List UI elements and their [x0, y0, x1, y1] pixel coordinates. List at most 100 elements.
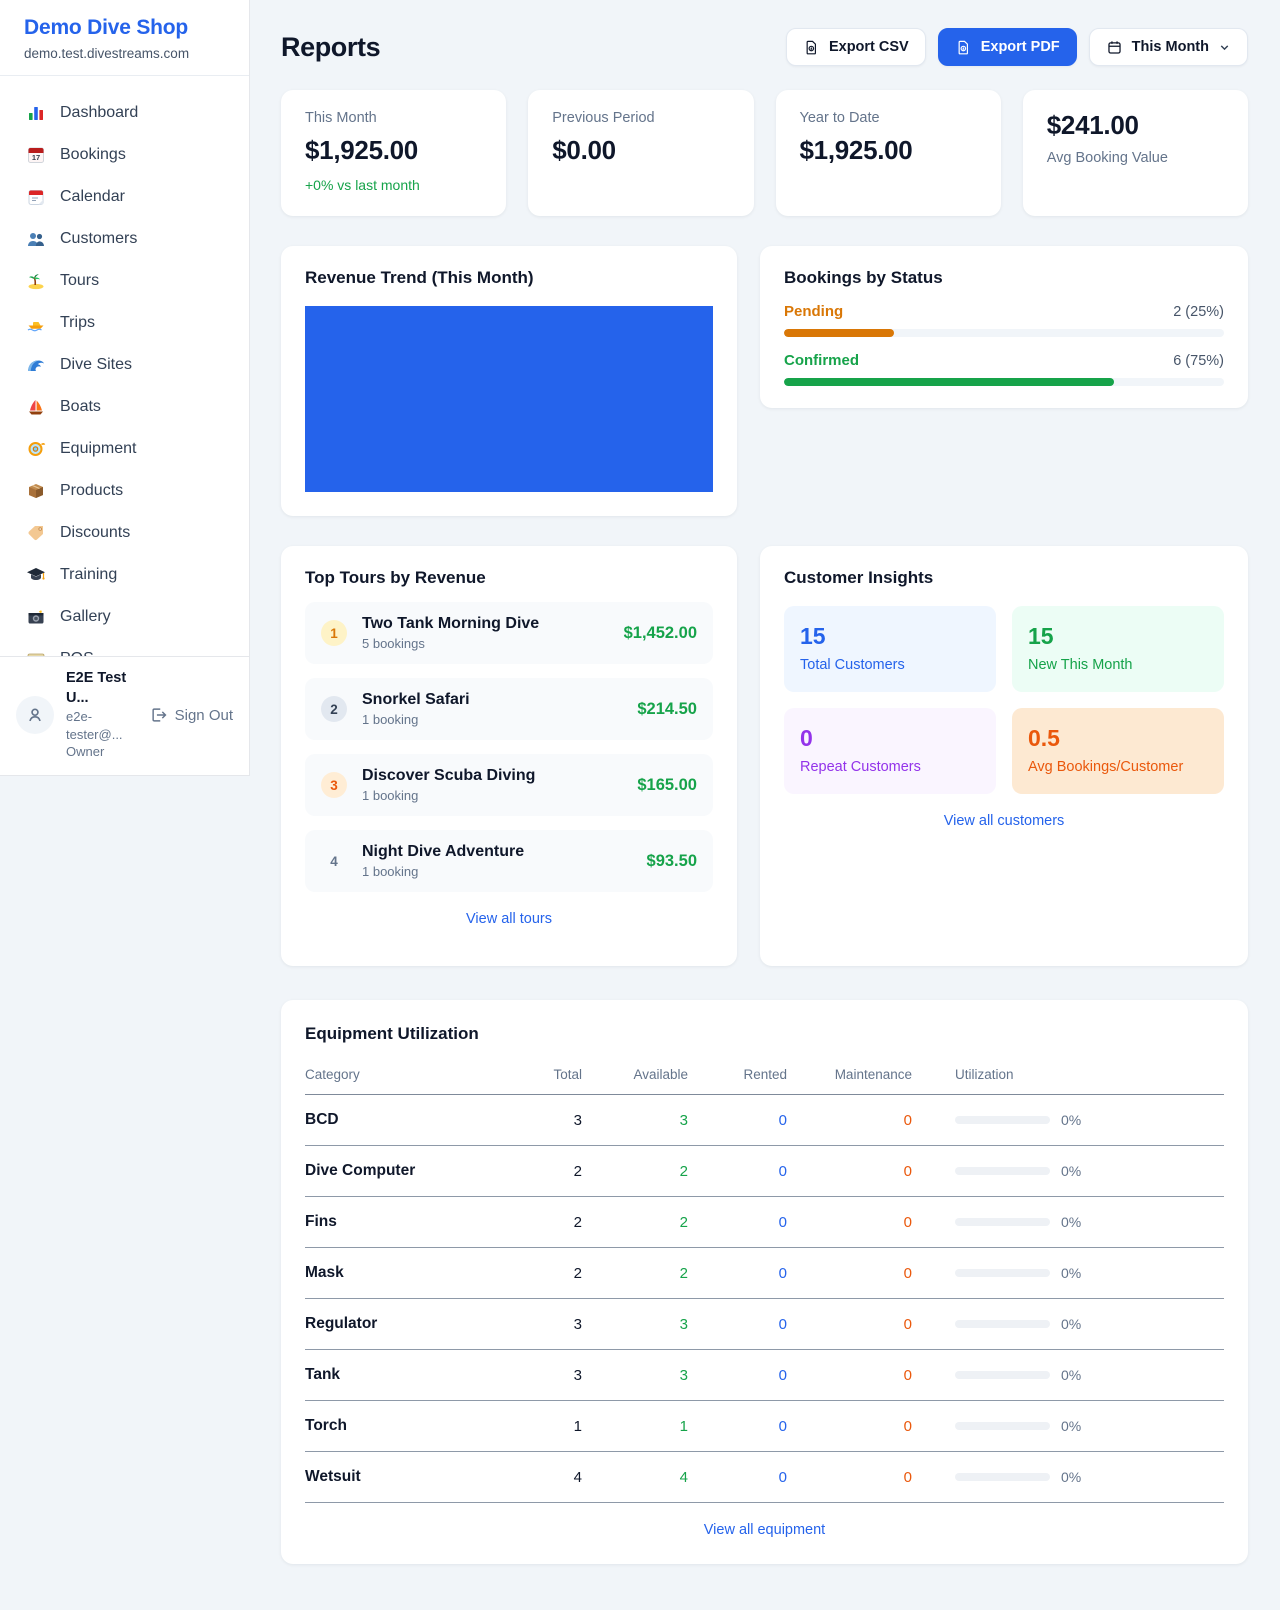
tour-bookings: 1 booking — [362, 712, 419, 727]
equipment-row: Regulator 3 3 0 0 0% — [305, 1298, 1224, 1350]
equipment-row: BCD 3 3 0 0 0% — [305, 1094, 1224, 1146]
available-cell: 2 — [582, 1247, 688, 1299]
products-icon — [26, 481, 46, 501]
stat-value: $0.00 — [552, 135, 616, 165]
customers-icon — [26, 229, 46, 249]
view-all-equipment-link[interactable]: View all equipment — [703, 1522, 826, 1538]
tour-rank-badge: 1 — [321, 620, 347, 646]
tour-revenue: $93.50 — [646, 851, 697, 870]
sidebar-item-dive-sites[interactable]: Dive Sites — [14, 344, 235, 386]
customer-insights-title: Customer Insights — [784, 568, 934, 587]
available-cell: 2 — [582, 1145, 688, 1197]
tour-bookings: 1 booking — [362, 864, 419, 879]
equipment-row: Torch 1 1 0 0 0% — [305, 1400, 1224, 1452]
category-cell: Dive Computer — [305, 1145, 530, 1197]
sidebar-item-trips[interactable]: Trips — [14, 302, 235, 344]
equipment-row: Dive Computer 2 2 0 0 0% — [305, 1145, 1224, 1197]
status-label: Pending — [784, 303, 844, 320]
revenue-trend-card: Revenue Trend (This Month) — [281, 246, 737, 516]
sidebar-item-products[interactable]: Products — [14, 470, 235, 512]
insight-tile: 15 Total Customers — [784, 606, 996, 692]
category-cell: Tank — [305, 1349, 530, 1401]
total-cell: 1 — [530, 1400, 582, 1452]
status-label: Confirmed — [784, 352, 859, 369]
logout-icon — [152, 708, 167, 722]
insight-tile: 15 New This Month — [1012, 606, 1224, 692]
stat-card: Previous Period $0.00 — [528, 90, 754, 216]
header-actions: Export CSV Export PDF This Month — [785, 28, 1248, 66]
equipment-row: Wetsuit 4 4 0 0 0% — [305, 1451, 1224, 1503]
export-pdf-button[interactable]: Export PDF — [937, 28, 1077, 66]
insight-tile: 0.5 Avg Bookings/Customer — [1012, 708, 1224, 794]
equipment-icon — [26, 439, 46, 459]
utilization-bar — [955, 1218, 1050, 1226]
available-cell: 1 — [582, 1400, 688, 1452]
sidebar-item-calendar[interactable]: Calendar — [14, 176, 235, 218]
sign-out-button[interactable]: Sign Out — [149, 706, 233, 724]
view-all-customers-link[interactable]: View all customers — [943, 813, 1065, 829]
user-meta: E2E Test U... e2e-tester@... Owner — [66, 669, 137, 761]
utilization-bar — [955, 1320, 1050, 1328]
available-cell: 3 — [582, 1298, 688, 1350]
status-progress-track — [784, 378, 1224, 386]
maintenance-cell: 0 — [787, 1145, 912, 1197]
sidebar-item-discounts[interactable]: Discounts — [14, 512, 235, 554]
insight-tile: 0 Repeat Customers — [784, 708, 996, 794]
total-cell: 3 — [530, 1349, 582, 1401]
sidebar-item-tours[interactable]: Tours — [14, 260, 235, 302]
discounts-icon — [26, 523, 46, 543]
tour-rank-badge: 2 — [321, 696, 347, 722]
file-download-icon — [958, 40, 968, 54]
boats-icon — [26, 397, 46, 417]
person-icon — [29, 708, 41, 722]
insight-value: 0.5 — [1028, 725, 1060, 751]
tour-bookings: 1 booking — [362, 788, 419, 803]
stat-delta: +0% vs last month — [305, 177, 420, 193]
insight-label: Total Customers — [800, 657, 905, 673]
available-cell: 4 — [582, 1451, 688, 1503]
sidebar-item-boats[interactable]: Boats — [14, 386, 235, 428]
total-cell: 2 — [530, 1247, 582, 1299]
insights-row: Top Tours by Revenue 1 Two Tank Morning … — [281, 546, 1248, 966]
sidebar-item-equipment[interactable]: Equipment — [14, 428, 235, 470]
bookings-status-card: Bookings by Status Pending 2 (25%) — [760, 246, 1248, 408]
rented-cell: 0 — [688, 1349, 787, 1401]
insight-value: 0 — [800, 725, 813, 751]
tour-row: 1 Two Tank Morning Dive 5 bookings $1,45… — [305, 602, 713, 664]
user-role: Owner — [66, 744, 105, 760]
status-progress-track — [784, 329, 1224, 337]
maintenance-cell: 0 — [787, 1451, 912, 1503]
sidebar-item-gallery[interactable]: Gallery — [14, 596, 235, 638]
sidebar-item-label: Discounts — [60, 524, 131, 541]
stat-value: $1,925.00 — [799, 135, 913, 165]
maintenance-cell: 0 — [787, 1400, 912, 1452]
maintenance-cell: 0 — [787, 1094, 912, 1146]
sidebar-item-label: Trips — [60, 314, 95, 331]
sidebar-item-label: Bookings — [60, 146, 126, 163]
user-email: e2e-tester@... — [66, 709, 123, 742]
view-all-tours-link[interactable]: View all tours — [466, 911, 552, 927]
bookings-status-title: Bookings by Status — [784, 268, 943, 287]
tour-row: 2 Snorkel Safari 1 booking $214.50 — [305, 678, 713, 740]
tour-rank-badge: 3 — [321, 772, 347, 798]
export-csv-button[interactable]: Export CSV — [785, 28, 926, 66]
tour-row: 4 Night Dive Adventure 1 booking $93.50 — [305, 830, 713, 892]
page-header: Reports Export CSV Export PDF This Month — [281, 28, 1248, 66]
period-dropdown[interactable]: This Month — [1088, 28, 1248, 66]
sidebar-item-label: Dashboard — [60, 104, 139, 121]
sidebar-item-bookings[interactable]: 17 Bookings — [14, 134, 235, 176]
export-pdf-label: Export PDF — [980, 39, 1060, 55]
dive-sites-icon — [26, 355, 46, 375]
sidebar-item-label: Boats — [60, 398, 101, 415]
trips-icon — [26, 313, 46, 333]
insight-value: 15 — [800, 623, 826, 649]
utilization-value: 0% — [1061, 1163, 1082, 1179]
sidebar-item-dashboard[interactable]: Dashboard — [14, 92, 235, 134]
tour-revenue: $165.00 — [637, 775, 697, 794]
sidebar-item-customers[interactable]: Customers — [14, 218, 235, 260]
available-cell: 3 — [582, 1349, 688, 1401]
rented-cell: 0 — [688, 1400, 787, 1452]
sidebar-nav: Dashboard 17 Bookings Calendar Customers — [0, 76, 249, 694]
sidebar-item-training[interactable]: Training — [14, 554, 235, 596]
